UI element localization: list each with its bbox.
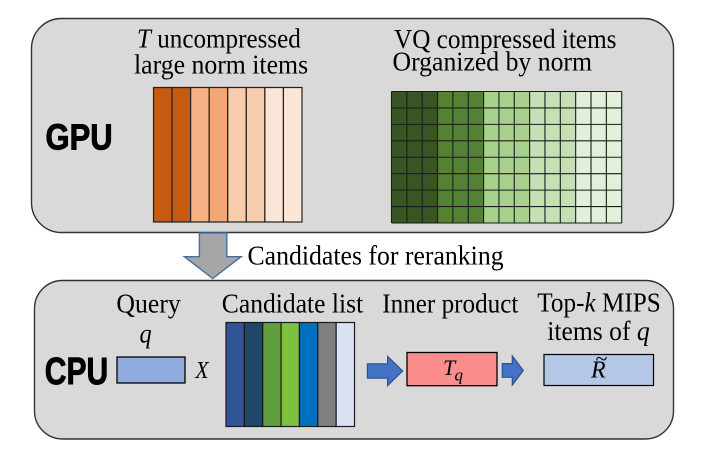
svg-text:GPU: GPU (46, 119, 113, 159)
svg-text:~: ~ (596, 346, 608, 371)
svg-text:T uncompressed: T uncompressed (137, 24, 301, 54)
svg-text:VQ compressed items: VQ compressed items (394, 24, 616, 54)
svg-text:Top-k MIPS: Top-k MIPS (537, 288, 661, 318)
svg-text:Query: Query (116, 288, 181, 319)
svg-text:R: R (590, 358, 606, 384)
svg-text:large norm items: large norm items (134, 49, 308, 80)
svg-text:CPU: CPU (45, 351, 108, 393)
svg-text:Candidate list: Candidate list (222, 289, 364, 319)
svg-text:items of q: items of q (547, 316, 649, 346)
svg-text:X: X (194, 357, 209, 383)
svg-text:Candidates for reranking: Candidates for reranking (248, 240, 504, 271)
svg-text:Organized by norm: Organized by norm (393, 47, 593, 77)
svg-text:q: q (455, 366, 464, 385)
svg-text:Inner product: Inner product (382, 289, 519, 319)
svg-text:q: q (140, 318, 152, 348)
svg-text:T: T (443, 355, 457, 380)
